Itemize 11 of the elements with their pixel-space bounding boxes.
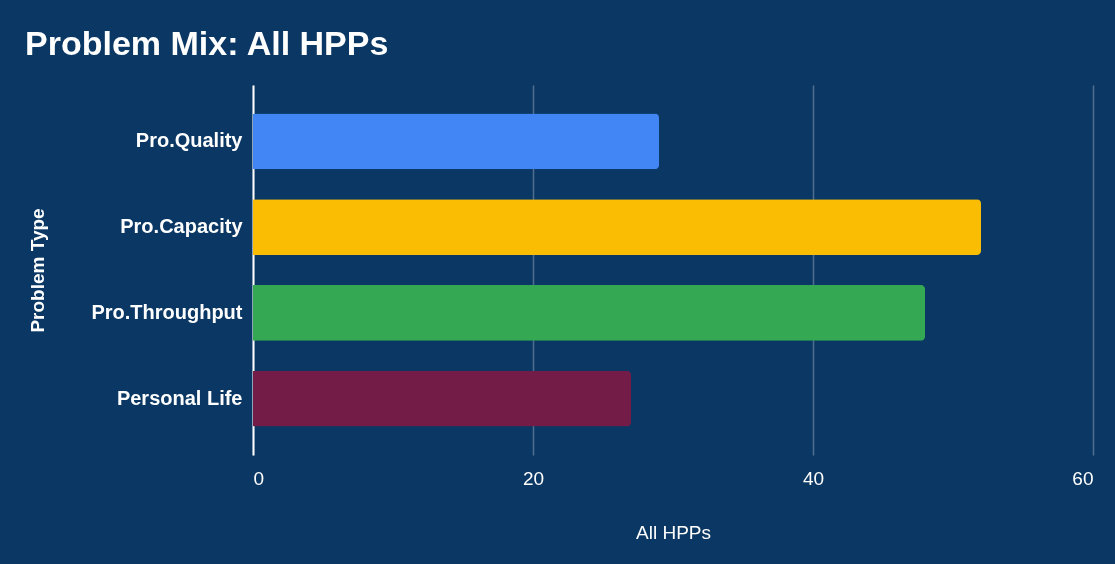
y-tick-label: Pro.Throughput [91,300,243,323]
y-tick-label: Pro.Capacity [120,215,244,238]
chart-title: Problem Mix: All HPPs [25,24,389,62]
y-tick-label: Pro.Quality [135,129,244,152]
x-tick-label: 40 [802,467,825,489]
x-tick-label: 0 [253,467,265,489]
x-tick-label: 20 [522,467,545,489]
y-axis-title: Problem Type [26,208,48,333]
y-tick-label: Personal Life [116,386,243,409]
x-axis-title: All HPPs [636,521,711,543]
x-tick-label: 60 [1072,467,1094,489]
